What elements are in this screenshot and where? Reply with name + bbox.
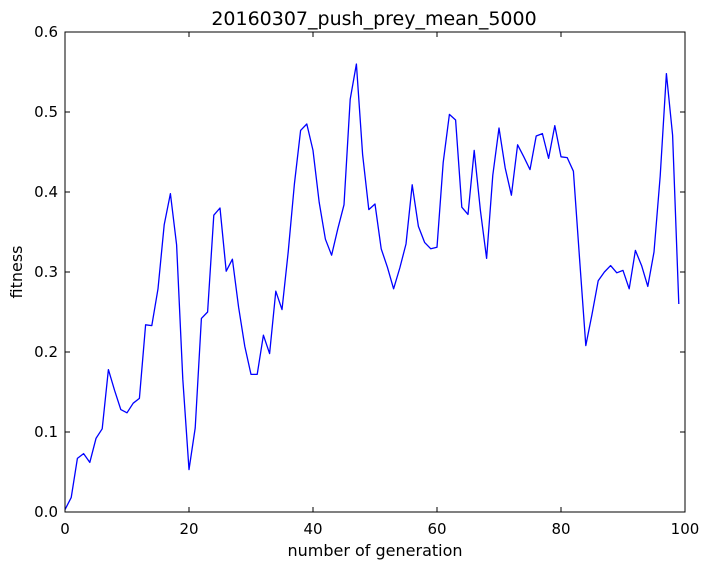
x-tick-label: 40	[303, 520, 322, 538]
axis-ticks: 0 20 40 60 80 100 0.0 0.1 0.2 0.3 0.4 0.5 0.6	[34, 23, 699, 538]
x-tick-label: 100	[671, 520, 700, 538]
y-tick-label: 0.3	[34, 263, 58, 281]
x-tick-label: 80	[551, 520, 570, 538]
y-tick-label: 0.5	[34, 103, 58, 121]
y-tick-label: 0.4	[34, 183, 58, 201]
series-line-0	[64, 63, 680, 510]
chart-title: 20160307_push_prey_mean_5000	[211, 8, 536, 30]
plot-frame	[64, 31, 686, 513]
y-axis-label: fitness	[7, 245, 26, 298]
y-tick-label: 0.0	[34, 503, 58, 521]
x-axis-label: number of generation	[287, 541, 462, 560]
x-tick-label: 0	[60, 520, 70, 538]
x-tick-label: 60	[427, 520, 446, 538]
y-tick-label: 0.2	[34, 343, 58, 361]
x-tick-label: 20	[179, 520, 198, 538]
plot-area	[64, 63, 680, 510]
y-tick-label: 0.1	[34, 423, 58, 441]
y-tick-label: 0.6	[34, 23, 58, 41]
